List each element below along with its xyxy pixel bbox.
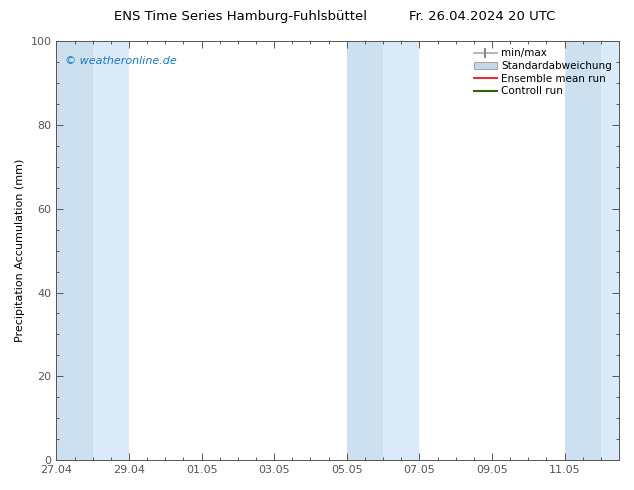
Legend: min/max, Standardabweichung, Ensemble mean run, Controll run: min/max, Standardabweichung, Ensemble me… (472, 46, 614, 98)
Y-axis label: Precipitation Accumulation (mm): Precipitation Accumulation (mm) (15, 159, 25, 343)
Bar (383, 41, 419, 460)
Bar (601, 41, 619, 460)
Text: © weatheronline.de: © weatheronline.de (65, 56, 177, 66)
Bar (564, 41, 601, 460)
Bar (347, 41, 383, 460)
Bar (56, 41, 93, 460)
Text: ENS Time Series Hamburg-Fuhlsbüttel: ENS Time Series Hamburg-Fuhlsbüttel (114, 10, 368, 23)
Bar (93, 41, 129, 460)
Text: Fr. 26.04.2024 20 UTC: Fr. 26.04.2024 20 UTC (409, 10, 555, 23)
